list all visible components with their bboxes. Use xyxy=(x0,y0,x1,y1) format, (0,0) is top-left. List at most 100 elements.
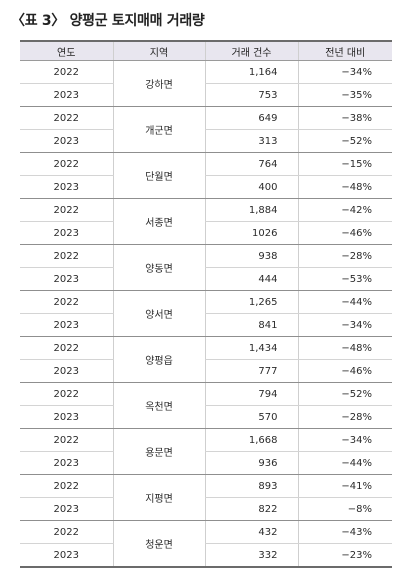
region-cell: 양평읍 xyxy=(112,336,205,383)
count-cell: 1,434 xyxy=(204,336,298,360)
change-cell: −23% xyxy=(297,543,392,567)
year-cell: 2022 xyxy=(20,520,113,544)
count-cell: 1,884 xyxy=(204,198,298,222)
table-row: 2023 841 −34% xyxy=(20,313,392,337)
table-row: 2023 777 −46% xyxy=(20,359,392,383)
table-row: 2023 753 −35% xyxy=(20,83,392,107)
change-cell: −53% xyxy=(297,267,392,291)
region-cell: 양동면 xyxy=(112,244,205,291)
region-cell: 옥천면 xyxy=(112,382,205,429)
year-cell: 2023 xyxy=(20,313,113,337)
change-cell: −38% xyxy=(297,106,392,130)
change-cell: −41% xyxy=(297,474,392,498)
table-row: 2022 지평면 893 −41% xyxy=(20,474,392,521)
year-cell: 2022 xyxy=(20,428,113,452)
count-cell: 777 xyxy=(204,359,298,383)
count-cell: 1026 xyxy=(204,221,298,245)
count-cell: 936 xyxy=(204,451,298,475)
count-cell: 649 xyxy=(204,106,298,130)
count-cell: 794 xyxy=(204,382,298,406)
table-row: 2022 용문면 1,668 −34% xyxy=(20,428,392,475)
table-row: 2023 822 −8% xyxy=(20,497,392,521)
count-cell: 764 xyxy=(204,152,298,176)
header-year: 연도 xyxy=(20,41,113,61)
year-cell: 2022 xyxy=(20,152,113,176)
region-cell: 단월면 xyxy=(112,152,205,199)
table-row: 2022 청운면 432 −43% xyxy=(20,520,392,568)
region-cell: 서종면 xyxy=(112,198,205,245)
year-cell: 2023 xyxy=(20,129,113,153)
region-cell: 용문면 xyxy=(112,428,205,475)
table-row: 2022 양서면 1,265 −44% xyxy=(20,290,392,337)
count-cell: 1,668 xyxy=(204,428,298,452)
table-row: 2022 옥천면 794 −52% xyxy=(20,382,392,429)
year-cell: 2022 xyxy=(20,60,113,84)
count-cell: 841 xyxy=(204,313,298,337)
change-cell: −48% xyxy=(297,336,392,360)
year-cell: 2022 xyxy=(20,244,113,268)
year-cell: 2023 xyxy=(20,405,113,429)
change-cell: −35% xyxy=(297,83,392,107)
region-cell: 개군면 xyxy=(112,106,205,153)
year-cell: 2023 xyxy=(20,221,113,245)
header-count: 거래 건수 xyxy=(204,41,298,61)
header-region: 지역 xyxy=(112,41,205,61)
table-row: 2023 570 −28% xyxy=(20,405,392,429)
year-cell: 2022 xyxy=(20,198,113,222)
change-cell: −15% xyxy=(297,152,392,176)
change-cell: −46% xyxy=(297,359,392,383)
count-cell: 332 xyxy=(204,543,298,567)
year-cell: 2022 xyxy=(20,106,113,130)
year-cell: 2022 xyxy=(20,382,113,406)
change-cell: −34% xyxy=(297,60,392,84)
count-cell: 1,164 xyxy=(204,60,298,84)
change-cell: −52% xyxy=(297,129,392,153)
count-cell: 400 xyxy=(204,175,298,199)
year-cell: 2023 xyxy=(20,451,113,475)
year-cell: 2023 xyxy=(20,359,113,383)
count-cell: 313 xyxy=(204,129,298,153)
year-cell: 2022 xyxy=(20,290,113,314)
change-cell: −42% xyxy=(297,198,392,222)
count-cell: 822 xyxy=(204,497,298,521)
table-row: 2022 양동면 938 −28% xyxy=(20,244,392,291)
year-cell: 2023 xyxy=(20,83,113,107)
table-row: 2022 개군면 649 −38% xyxy=(20,106,392,153)
change-cell: −46% xyxy=(297,221,392,245)
region-cell: 청운면 xyxy=(112,520,205,568)
change-cell: −48% xyxy=(297,175,392,199)
change-cell: −52% xyxy=(297,382,392,406)
change-cell: −44% xyxy=(297,451,392,475)
table-row: 2022 강하면 1,164 −34% xyxy=(20,60,392,107)
header-change: 전년 대비 xyxy=(297,41,392,61)
table-row: 2023 313 −52% xyxy=(20,129,392,153)
change-cell: −34% xyxy=(297,313,392,337)
table-row: 2022 양평읍 1,434 −48% xyxy=(20,336,392,383)
table-row: 2023 444 −53% xyxy=(20,267,392,291)
table-row: 2022 단월면 764 −15% xyxy=(20,152,392,199)
region-cell: 지평면 xyxy=(112,474,205,521)
change-cell: −44% xyxy=(297,290,392,314)
change-cell: −28% xyxy=(297,244,392,268)
count-cell: 444 xyxy=(204,267,298,291)
land-transaction-table: 연도 지역 거래 건수 전년 대비 2022 강하면 1,164 −34% 2023 75… xyxy=(20,40,392,568)
table-body: 2022 강하면 1,164 −34% 2023 753 −35% 2022 개군면 649 −38… xyxy=(20,60,392,568)
year-cell: 2023 xyxy=(20,497,113,521)
year-cell: 2022 xyxy=(20,336,113,360)
region-cell: 양서면 xyxy=(112,290,205,337)
table-row: 2023 1026 −46% xyxy=(20,221,392,245)
table-caption: 〈표 3〉 양평군 토지매매 거래량 xyxy=(11,13,205,29)
count-cell: 432 xyxy=(204,520,298,544)
year-cell: 2023 xyxy=(20,175,113,199)
table-row: 2023 400 −48% xyxy=(20,175,392,199)
change-cell: −28% xyxy=(297,405,392,429)
year-cell: 2023 xyxy=(20,267,113,291)
table-header-row: 연도 지역 거래 건수 전년 대비 xyxy=(20,41,392,61)
count-cell: 1,265 xyxy=(204,290,298,314)
change-cell: −8% xyxy=(297,497,392,521)
change-cell: −34% xyxy=(297,428,392,452)
table-row: 2023 332 −23% xyxy=(20,543,392,567)
count-cell: 938 xyxy=(204,244,298,268)
count-cell: 753 xyxy=(204,83,298,107)
